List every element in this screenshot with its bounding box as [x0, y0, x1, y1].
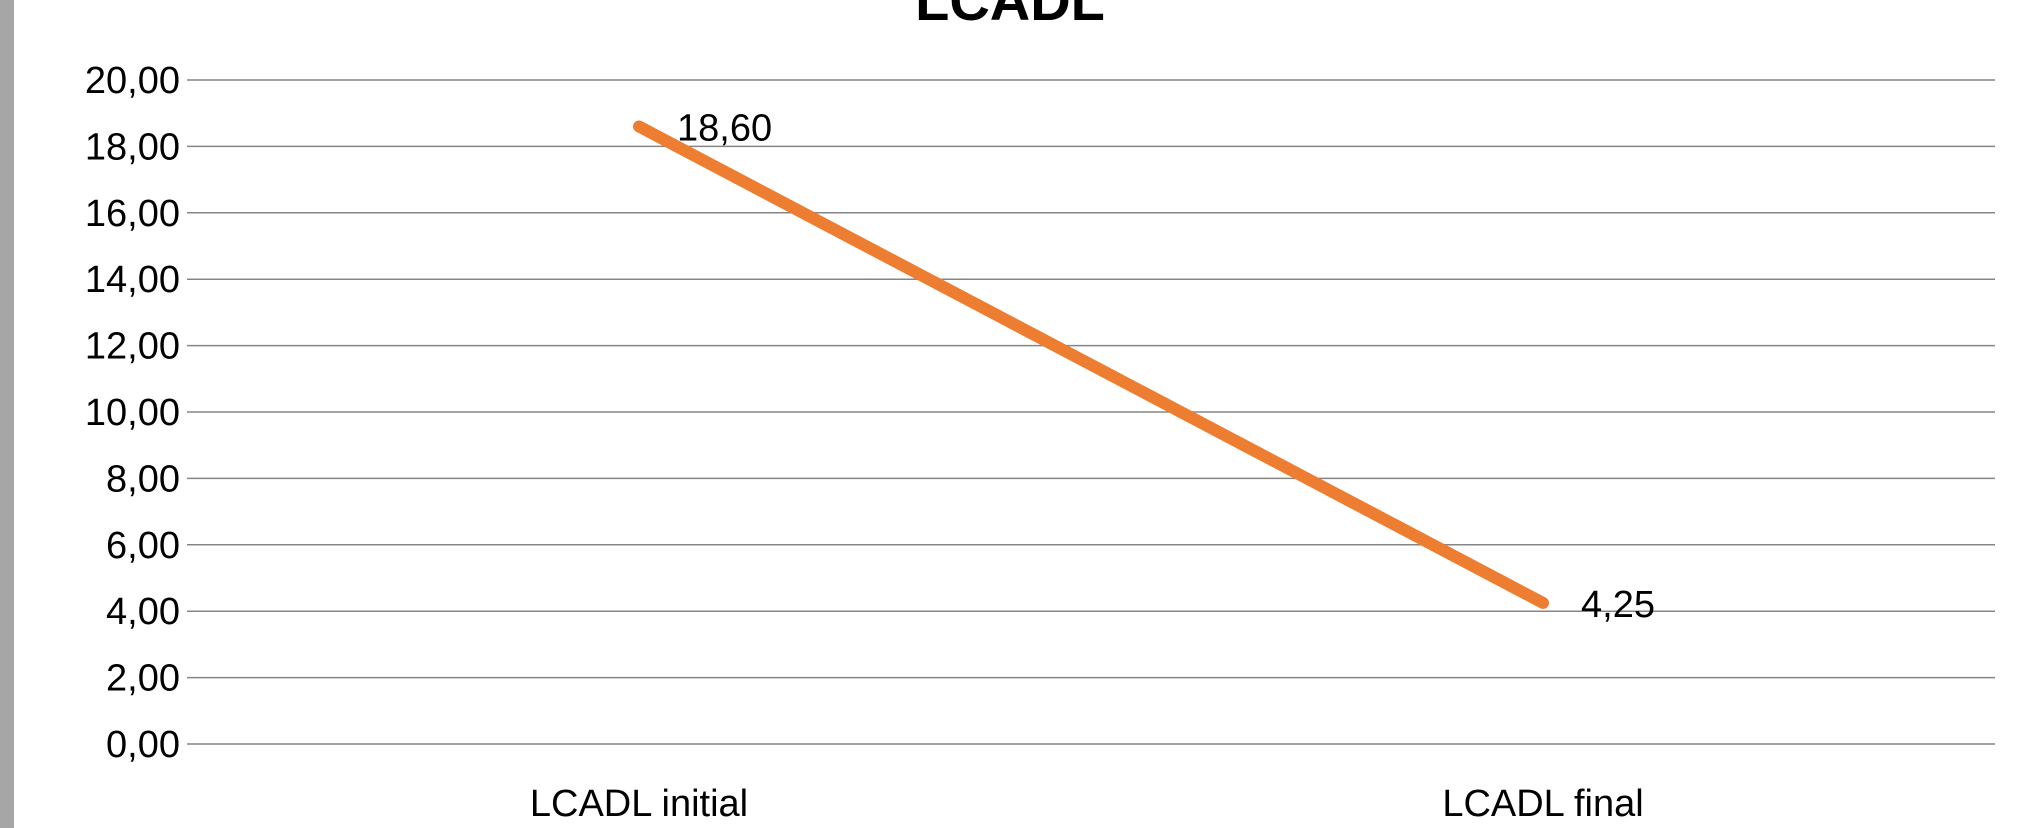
y-tick-label: 6,00	[106, 525, 180, 567]
y-tick-label: 18,00	[85, 126, 180, 168]
x-category-label: LCADL final	[1442, 783, 1643, 825]
data-label: 4,25	[1581, 584, 1655, 626]
y-tick-label: 16,00	[85, 193, 180, 235]
y-tick-label: 8,00	[106, 458, 180, 500]
data-label: 18,60	[677, 107, 772, 149]
x-category-label: LCADL initial	[530, 783, 748, 825]
x-axis-categories: LCADL initial LCADL final	[530, 783, 1644, 825]
gridlines	[187, 79, 1995, 745]
y-tick-label: 10,00	[85, 392, 180, 434]
y-tick-label: 20,00	[85, 60, 180, 102]
y-tick-label: 4,00	[106, 591, 180, 633]
y-tick-label: 14,00	[85, 259, 180, 301]
y-tick-label: 2,00	[106, 658, 180, 700]
series-line	[633, 120, 1549, 609]
data-labels: 18,60 4,25	[677, 107, 1655, 625]
series-lines	[633, 120, 1549, 609]
chart-title: LCADL	[915, 0, 1105, 32]
window-edge	[0, 0, 14, 828]
y-tick-label: 12,00	[85, 326, 180, 368]
y-axis-ticks: 0,00 2,00 4,00 6,00 8,00 10,00 12,00 14,00 16,00…	[85, 60, 180, 766]
y-tick-label: 0,00	[106, 724, 180, 766]
